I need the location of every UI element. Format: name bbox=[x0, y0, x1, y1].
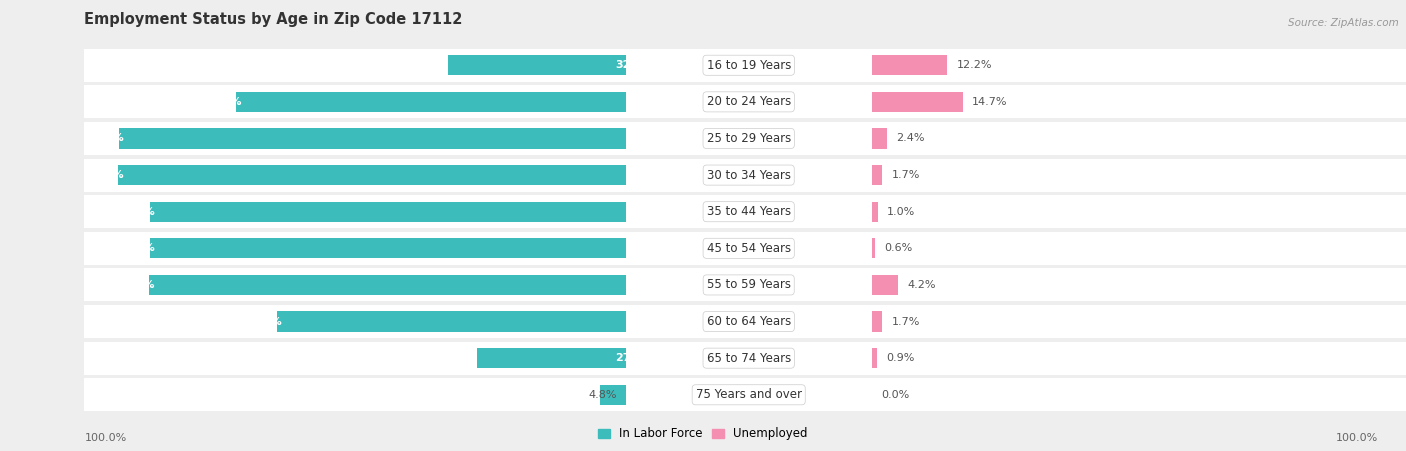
Bar bbox=[872, 195, 1406, 228]
Text: 64.5%: 64.5% bbox=[243, 317, 283, 327]
Text: 75 Years and over: 75 Years and over bbox=[696, 388, 801, 401]
Bar bbox=[277, 312, 626, 331]
Bar bbox=[120, 129, 626, 148]
Text: 45 to 54 Years: 45 to 54 Years bbox=[707, 242, 790, 255]
Text: 0.9%: 0.9% bbox=[887, 353, 915, 363]
Bar bbox=[477, 348, 626, 368]
Bar bbox=[872, 202, 877, 222]
Bar bbox=[84, 305, 626, 338]
Bar bbox=[872, 92, 963, 112]
Bar bbox=[872, 378, 1406, 411]
Text: 60 to 64 Years: 60 to 64 Years bbox=[707, 315, 790, 328]
Text: 35 to 44 Years: 35 to 44 Years bbox=[707, 205, 790, 218]
Bar bbox=[872, 348, 877, 368]
Bar bbox=[872, 165, 882, 185]
Text: 65 to 74 Years: 65 to 74 Years bbox=[707, 352, 790, 365]
Bar bbox=[84, 342, 626, 375]
Text: 87.9%: 87.9% bbox=[117, 207, 155, 216]
Text: 0.6%: 0.6% bbox=[884, 244, 912, 253]
Text: 12.2%: 12.2% bbox=[956, 60, 993, 70]
Bar bbox=[872, 342, 1406, 375]
Bar bbox=[626, 232, 872, 265]
Text: 93.7%: 93.7% bbox=[86, 170, 124, 180]
Text: 1.7%: 1.7% bbox=[891, 170, 920, 180]
Bar bbox=[447, 55, 626, 75]
Bar bbox=[872, 275, 897, 295]
Text: 4.8%: 4.8% bbox=[589, 390, 617, 400]
Text: 1.0%: 1.0% bbox=[887, 207, 915, 216]
Bar bbox=[84, 195, 626, 228]
Bar bbox=[872, 55, 948, 75]
Text: 16 to 19 Years: 16 to 19 Years bbox=[706, 59, 792, 72]
Bar bbox=[626, 122, 872, 155]
Bar bbox=[626, 342, 872, 375]
Text: 72.0%: 72.0% bbox=[202, 97, 242, 107]
Bar bbox=[84, 49, 626, 82]
Text: 30 to 34 Years: 30 to 34 Years bbox=[707, 169, 790, 182]
Text: 27.5%: 27.5% bbox=[614, 353, 654, 363]
Text: 87.9%: 87.9% bbox=[117, 244, 155, 253]
Legend: In Labor Force, Unemployed: In Labor Force, Unemployed bbox=[593, 423, 813, 445]
Bar bbox=[118, 165, 626, 185]
Bar bbox=[626, 159, 872, 192]
Text: 93.6%: 93.6% bbox=[86, 133, 124, 143]
Bar bbox=[872, 49, 1406, 82]
Bar bbox=[872, 312, 882, 331]
Text: 100.0%: 100.0% bbox=[84, 433, 127, 443]
Bar bbox=[872, 268, 1406, 301]
Text: 55 to 59 Years: 55 to 59 Years bbox=[707, 278, 790, 291]
Bar bbox=[84, 232, 626, 265]
Text: 4.2%: 4.2% bbox=[907, 280, 935, 290]
Bar bbox=[84, 85, 626, 118]
Text: Source: ZipAtlas.com: Source: ZipAtlas.com bbox=[1288, 18, 1399, 28]
Text: Employment Status by Age in Zip Code 17112: Employment Status by Age in Zip Code 171… bbox=[84, 12, 463, 27]
Bar bbox=[84, 159, 626, 192]
Text: 25 to 29 Years: 25 to 29 Years bbox=[707, 132, 790, 145]
Bar bbox=[149, 275, 626, 295]
Bar bbox=[626, 49, 872, 82]
Bar bbox=[84, 122, 626, 155]
Bar bbox=[872, 85, 1406, 118]
Bar bbox=[626, 195, 872, 228]
Bar bbox=[872, 129, 887, 148]
Bar bbox=[872, 122, 1406, 155]
Bar bbox=[236, 92, 626, 112]
Text: 1.7%: 1.7% bbox=[891, 317, 920, 327]
Text: 88.0%: 88.0% bbox=[117, 280, 155, 290]
Bar bbox=[84, 378, 626, 411]
Bar bbox=[150, 238, 626, 258]
Text: 14.7%: 14.7% bbox=[972, 97, 1008, 107]
Bar bbox=[84, 268, 626, 301]
Bar bbox=[626, 305, 872, 338]
Text: 32.9%: 32.9% bbox=[614, 60, 654, 70]
Bar bbox=[872, 159, 1406, 192]
Text: 20 to 24 Years: 20 to 24 Years bbox=[707, 95, 790, 108]
Bar bbox=[872, 238, 876, 258]
Bar bbox=[872, 305, 1406, 338]
Text: 100.0%: 100.0% bbox=[1336, 433, 1378, 443]
Text: 2.4%: 2.4% bbox=[896, 133, 924, 143]
Bar bbox=[872, 232, 1406, 265]
Bar bbox=[600, 385, 626, 405]
Bar bbox=[626, 85, 872, 118]
Bar bbox=[150, 202, 626, 222]
Bar bbox=[626, 378, 872, 411]
Bar bbox=[626, 268, 872, 301]
Text: 0.0%: 0.0% bbox=[882, 390, 910, 400]
